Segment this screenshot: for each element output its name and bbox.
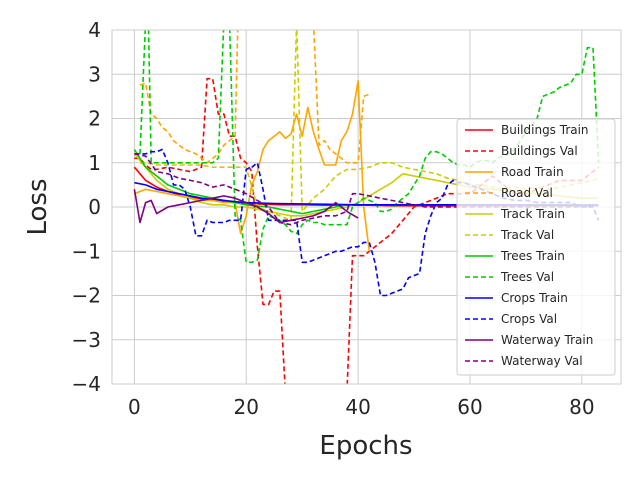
legend-label-trees-val: Trees Val — [500, 270, 554, 284]
y-tick-label: −3 — [72, 328, 101, 352]
legend-label-track-val: Track Val — [500, 228, 554, 242]
y-tick-label: 4 — [88, 18, 101, 42]
y-tick-label: 1 — [88, 151, 101, 175]
legend-label-road-val: Road Val — [501, 186, 553, 200]
legend-label-buildings-val: Buildings Val — [501, 144, 578, 158]
y-tick-label: −1 — [72, 239, 101, 263]
series-road-val — [139, 30, 370, 164]
x-tick-label: 40 — [345, 395, 370, 419]
y-axis-label: Loss — [23, 178, 53, 235]
plot-frame — [111, 29, 622, 385]
legend-label-waterway-train: Waterway Train — [501, 333, 593, 347]
y-tick-label: 3 — [88, 62, 101, 86]
legend-label-trees-train: Trees Train — [500, 249, 565, 263]
y-tick-label: −4 — [72, 372, 101, 396]
legend-label-crops-val: Crops Val — [501, 312, 557, 326]
y-tick-label: −2 — [72, 284, 101, 308]
legend: Buildings Train Buildings Val Road Train Ro… — [456, 118, 616, 376]
legend-label-buildings-train: Buildings Train — [501, 123, 589, 137]
legend-label-track-train: Track Train — [500, 207, 565, 221]
x-tick-label: 60 — [457, 395, 482, 419]
x-tick-label: 80 — [569, 395, 594, 419]
legend-label-waterway-val: Waterway Val — [501, 354, 583, 368]
series-trees-val — [139, 30, 600, 264]
series-waterway-train — [133, 189, 359, 224]
x-tick-label: 20 — [234, 395, 259, 419]
x-tick-label: 0 — [128, 395, 141, 419]
series-crops-val — [134, 148, 600, 297]
series-road-train — [134, 80, 371, 252]
legend-box — [456, 118, 616, 376]
legend-label-crops-train: Crops Train — [501, 291, 568, 305]
y-tick-label: 2 — [88, 107, 101, 131]
y-tick-labels: −4 −3 −2 −1 0 1 2 3 4 — [72, 18, 101, 396]
legend-label-road-train: Road Train — [501, 165, 564, 179]
y-tick-label: 0 — [88, 195, 101, 219]
x-tick-labels: 0 20 40 60 80 — [128, 395, 595, 419]
x-axis-label: Epochs — [319, 431, 412, 461]
